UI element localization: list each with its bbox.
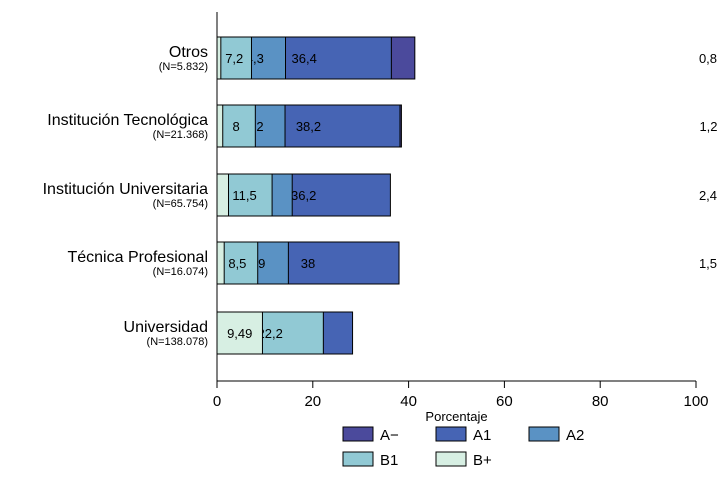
bar-segment xyxy=(216,104,224,148)
data-label: 38 xyxy=(301,256,315,271)
x-tick-label: 100 xyxy=(683,393,708,410)
legend-swatch xyxy=(435,426,467,442)
bar-segment xyxy=(216,311,263,355)
category-label: Institución Universitaria xyxy=(43,181,209,198)
x-tick-label: 80 xyxy=(592,393,609,410)
category-count-label: (N=138.078) xyxy=(147,336,208,348)
data-label: 9,49 xyxy=(227,326,252,341)
x-tick-label: 20 xyxy=(304,393,321,410)
legend: A− A1 A2 B1 B+ xyxy=(342,426,584,469)
data-label: 11,5 xyxy=(232,188,256,203)
legend-label: A− xyxy=(380,427,399,444)
axes-group: 0 20 40 60 80 100 xyxy=(213,12,709,410)
bar-segment xyxy=(216,36,222,80)
data-label: 8 xyxy=(233,119,240,134)
category-label: Otros xyxy=(169,44,208,61)
bar-segment xyxy=(216,104,256,148)
data-label: 0,8 xyxy=(699,51,717,66)
x-tick-label: 60 xyxy=(496,393,513,410)
legend-swatch xyxy=(435,451,467,467)
x-tick-label: 40 xyxy=(400,393,417,410)
legend-swatch xyxy=(528,426,560,442)
data-label: 8,5 xyxy=(228,256,246,271)
data-label: 36,4 xyxy=(292,51,317,66)
legend-label: A2 xyxy=(566,427,584,444)
data-label: 1,5 xyxy=(699,256,717,271)
data-label: 36,2 xyxy=(291,188,316,203)
category-count-label: (N=5.832) xyxy=(159,61,208,73)
x-tick-label: 0 xyxy=(213,393,221,410)
category-count-label: (N=16.074) xyxy=(153,266,208,278)
bar-segment xyxy=(216,241,225,285)
category-count-label: (N=21.368) xyxy=(153,129,208,141)
category-label: Universidad xyxy=(124,319,208,336)
bars-group: 41,336,414,37,20,838,538,214,281,234,236… xyxy=(216,36,718,355)
data-label: 7,2 xyxy=(225,51,243,66)
category-label: Institución Tecnológica xyxy=(47,112,208,129)
data-label: 1,2 xyxy=(699,119,717,134)
legend-swatch xyxy=(342,451,374,467)
category-labels: Otros(N=5.832)Institución Tecnológica(N=… xyxy=(43,44,209,348)
legend-label: B+ xyxy=(473,452,492,469)
x-axis-label: Porcentaje xyxy=(425,409,487,424)
data-label: 2,4 xyxy=(699,188,717,203)
data-label: 38,2 xyxy=(296,119,321,134)
legend-swatch xyxy=(342,426,374,442)
legend-label: A1 xyxy=(473,427,491,444)
legend-label: B1 xyxy=(380,452,398,469)
data-label: 22,2 xyxy=(258,326,283,341)
bar-segment xyxy=(216,173,229,217)
category-count-label: (N=65.754) xyxy=(153,198,208,210)
category-label: Técnica Profesional xyxy=(67,249,208,266)
bar-segment xyxy=(216,36,252,80)
